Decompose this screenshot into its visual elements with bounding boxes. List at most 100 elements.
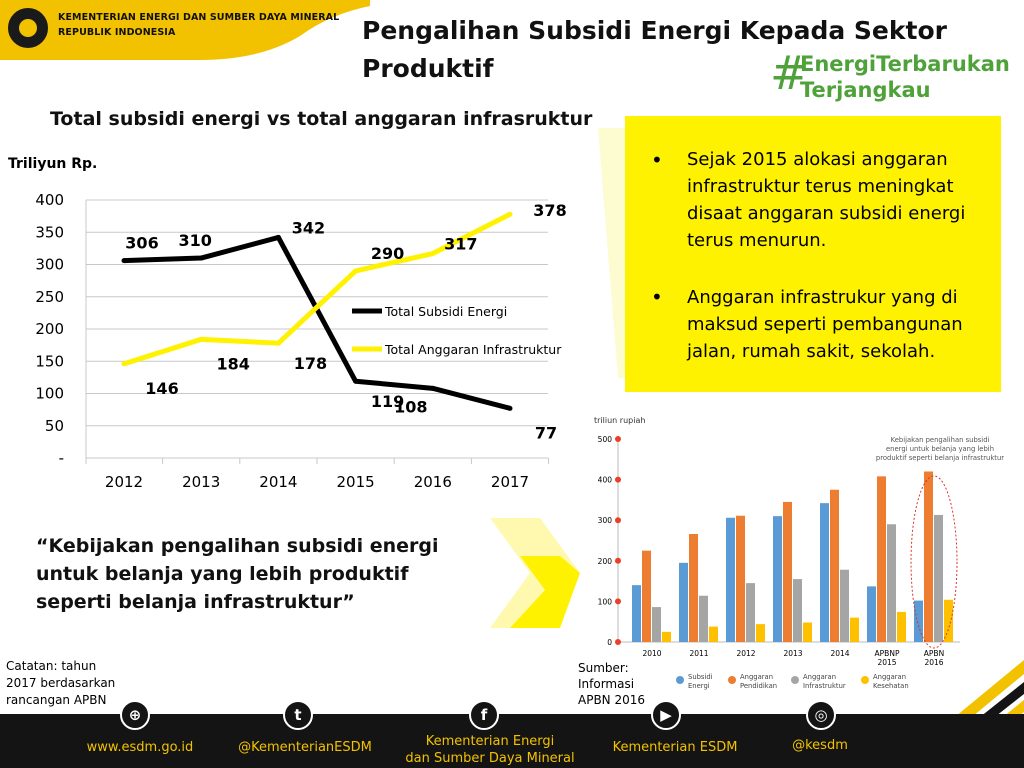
bar bbox=[783, 501, 792, 642]
bar-chart: triliun rupiah 0 100 200 300 400 500 2010 2011 20… bbox=[594, 416, 1004, 690]
y-tick-dot bbox=[615, 476, 621, 483]
legend-swatch bbox=[728, 676, 736, 684]
bar bbox=[699, 595, 708, 642]
data-label: 146 bbox=[145, 379, 178, 398]
bar bbox=[793, 579, 802, 642]
x-tick-label: 2011 bbox=[689, 649, 708, 658]
y-tick-dot bbox=[615, 436, 621, 442]
data-point bbox=[275, 340, 281, 346]
y-tick-label: 150 bbox=[35, 352, 64, 370]
page-title: Pengalihan Subsidi Energi Kepada Sektor … bbox=[362, 12, 962, 88]
instagram-icon[interactable]: ◎ bbox=[806, 700, 836, 730]
data-point bbox=[121, 361, 127, 367]
legend-label: Total Anggaran Infrastruktur bbox=[384, 342, 562, 357]
ministry-country: REPUBLIK INDONESIA bbox=[58, 27, 176, 38]
policy-quote: “Kebijakan pengalihan subsidi energi unt… bbox=[36, 535, 439, 613]
series-line-subsidi-energi bbox=[123, 234, 511, 411]
x-tick-label: 2012 bbox=[105, 473, 143, 491]
legend-label: Anggaran bbox=[803, 673, 836, 681]
bar bbox=[652, 607, 661, 642]
bar bbox=[709, 626, 718, 642]
summary-box bbox=[625, 116, 1001, 392]
y-tick-label: - bbox=[59, 449, 64, 467]
data-point bbox=[507, 211, 513, 217]
footer-facebook-line1[interactable]: Kementerian Energi bbox=[425, 734, 555, 749]
bar bbox=[944, 599, 953, 642]
bar bbox=[840, 569, 849, 642]
y-tick-dot bbox=[615, 517, 621, 524]
y-tick-dot bbox=[615, 639, 621, 645]
bar bbox=[850, 617, 859, 642]
header-yellow-band bbox=[0, 0, 370, 60]
footer-youtube[interactable]: Kementerian ESDM bbox=[612, 740, 738, 755]
footer bbox=[0, 714, 1024, 768]
bar bbox=[803, 622, 812, 642]
bar bbox=[679, 562, 688, 642]
data-label: 119 bbox=[371, 392, 404, 411]
x-tick-label: 2015 bbox=[337, 473, 375, 491]
legend-label: Energi bbox=[688, 682, 710, 690]
y-tick-label: 400 bbox=[35, 191, 64, 209]
bullet-text-2: Anggaran infrastrukur yang di maksud sep… bbox=[687, 287, 963, 362]
x-tick-label: 2013 bbox=[783, 649, 802, 658]
facebook-icon[interactable]: f bbox=[469, 700, 499, 730]
data-point bbox=[198, 255, 204, 261]
data-label: 306 bbox=[125, 234, 158, 253]
data-label: 378 bbox=[533, 201, 566, 220]
youtube-icon[interactable]: ▶ bbox=[651, 700, 681, 730]
bar bbox=[642, 550, 651, 642]
bar bbox=[830, 489, 839, 642]
data-label: 317 bbox=[444, 235, 477, 254]
bar bbox=[689, 534, 698, 642]
bar-chart-unit: triliun rupiah bbox=[594, 416, 645, 425]
bar bbox=[632, 585, 641, 642]
y-tick-label: 300 bbox=[35, 256, 64, 274]
footer-facebook-line2[interactable]: dan Sumber Daya Mineral bbox=[405, 751, 575, 766]
legend-label: Pendidikan bbox=[740, 682, 777, 690]
data-label: 108 bbox=[394, 397, 427, 416]
bullet-dot: • bbox=[651, 285, 663, 309]
legend-label: Subsidi bbox=[688, 673, 713, 681]
chevron-arrow-icon bbox=[490, 518, 580, 628]
chart-title: Total subsidi energi vs total anggaran i… bbox=[50, 108, 593, 130]
bar bbox=[820, 503, 829, 642]
hashtag-line1: EnergiTerbarukan bbox=[800, 52, 1010, 76]
data-point bbox=[198, 336, 204, 342]
twitter-icon[interactable]: t bbox=[283, 700, 313, 730]
series-line-anggaran-infrastruktur bbox=[123, 211, 512, 367]
data-point bbox=[353, 268, 359, 274]
hashtag-line2: Terjangkau bbox=[800, 78, 931, 102]
bar bbox=[736, 515, 745, 642]
x-tick-label: 2014 bbox=[830, 649, 849, 658]
x-tick-label: 2017 bbox=[491, 473, 529, 491]
footnote: Catatan: tahun 2017 berdasarkan rancanga… bbox=[6, 659, 116, 707]
footer-website[interactable]: www.esdm.go.id bbox=[86, 740, 194, 755]
annotation-text: produktif seperti belanja infrastruktur bbox=[876, 454, 1004, 462]
data-point bbox=[507, 405, 513, 411]
y-axis-unit: Triliyun Rp. bbox=[8, 156, 98, 172]
footer-twitter[interactable]: @KementerianESDM bbox=[238, 740, 372, 755]
footer-instagram[interactable]: @kesdm bbox=[792, 738, 848, 753]
y-tick-label: 350 bbox=[35, 223, 64, 241]
x-tick-label: 2015 bbox=[877, 658, 896, 667]
bar bbox=[887, 524, 896, 642]
data-label: 184 bbox=[216, 354, 249, 373]
bar bbox=[773, 516, 782, 642]
source-note: Sumber: Informasi APBN 2016 bbox=[578, 661, 646, 707]
highlight-ellipse bbox=[910, 475, 958, 649]
y-tick-label: 300 bbox=[598, 516, 613, 525]
x-tick-label: 2016 bbox=[924, 658, 943, 667]
y-tick-label: 400 bbox=[598, 476, 613, 485]
y-tick-label: 200 bbox=[35, 320, 64, 338]
hashtag-mark: # bbox=[770, 46, 809, 100]
y-tick-label: 100 bbox=[35, 385, 64, 403]
legend-swatch bbox=[676, 676, 684, 684]
legend-label: Kesehatan bbox=[873, 682, 909, 690]
ministry-logo bbox=[6, 6, 50, 50]
x-tick-label: 2016 bbox=[414, 473, 452, 491]
annotation-text: energi untuk belanja yang lebih bbox=[886, 445, 994, 453]
globe-icon[interactable]: ⊕ bbox=[120, 700, 150, 730]
y-tick-label: 50 bbox=[45, 417, 64, 435]
legend-label: Total Subsidi Energi bbox=[384, 304, 507, 319]
data-point bbox=[275, 234, 281, 240]
